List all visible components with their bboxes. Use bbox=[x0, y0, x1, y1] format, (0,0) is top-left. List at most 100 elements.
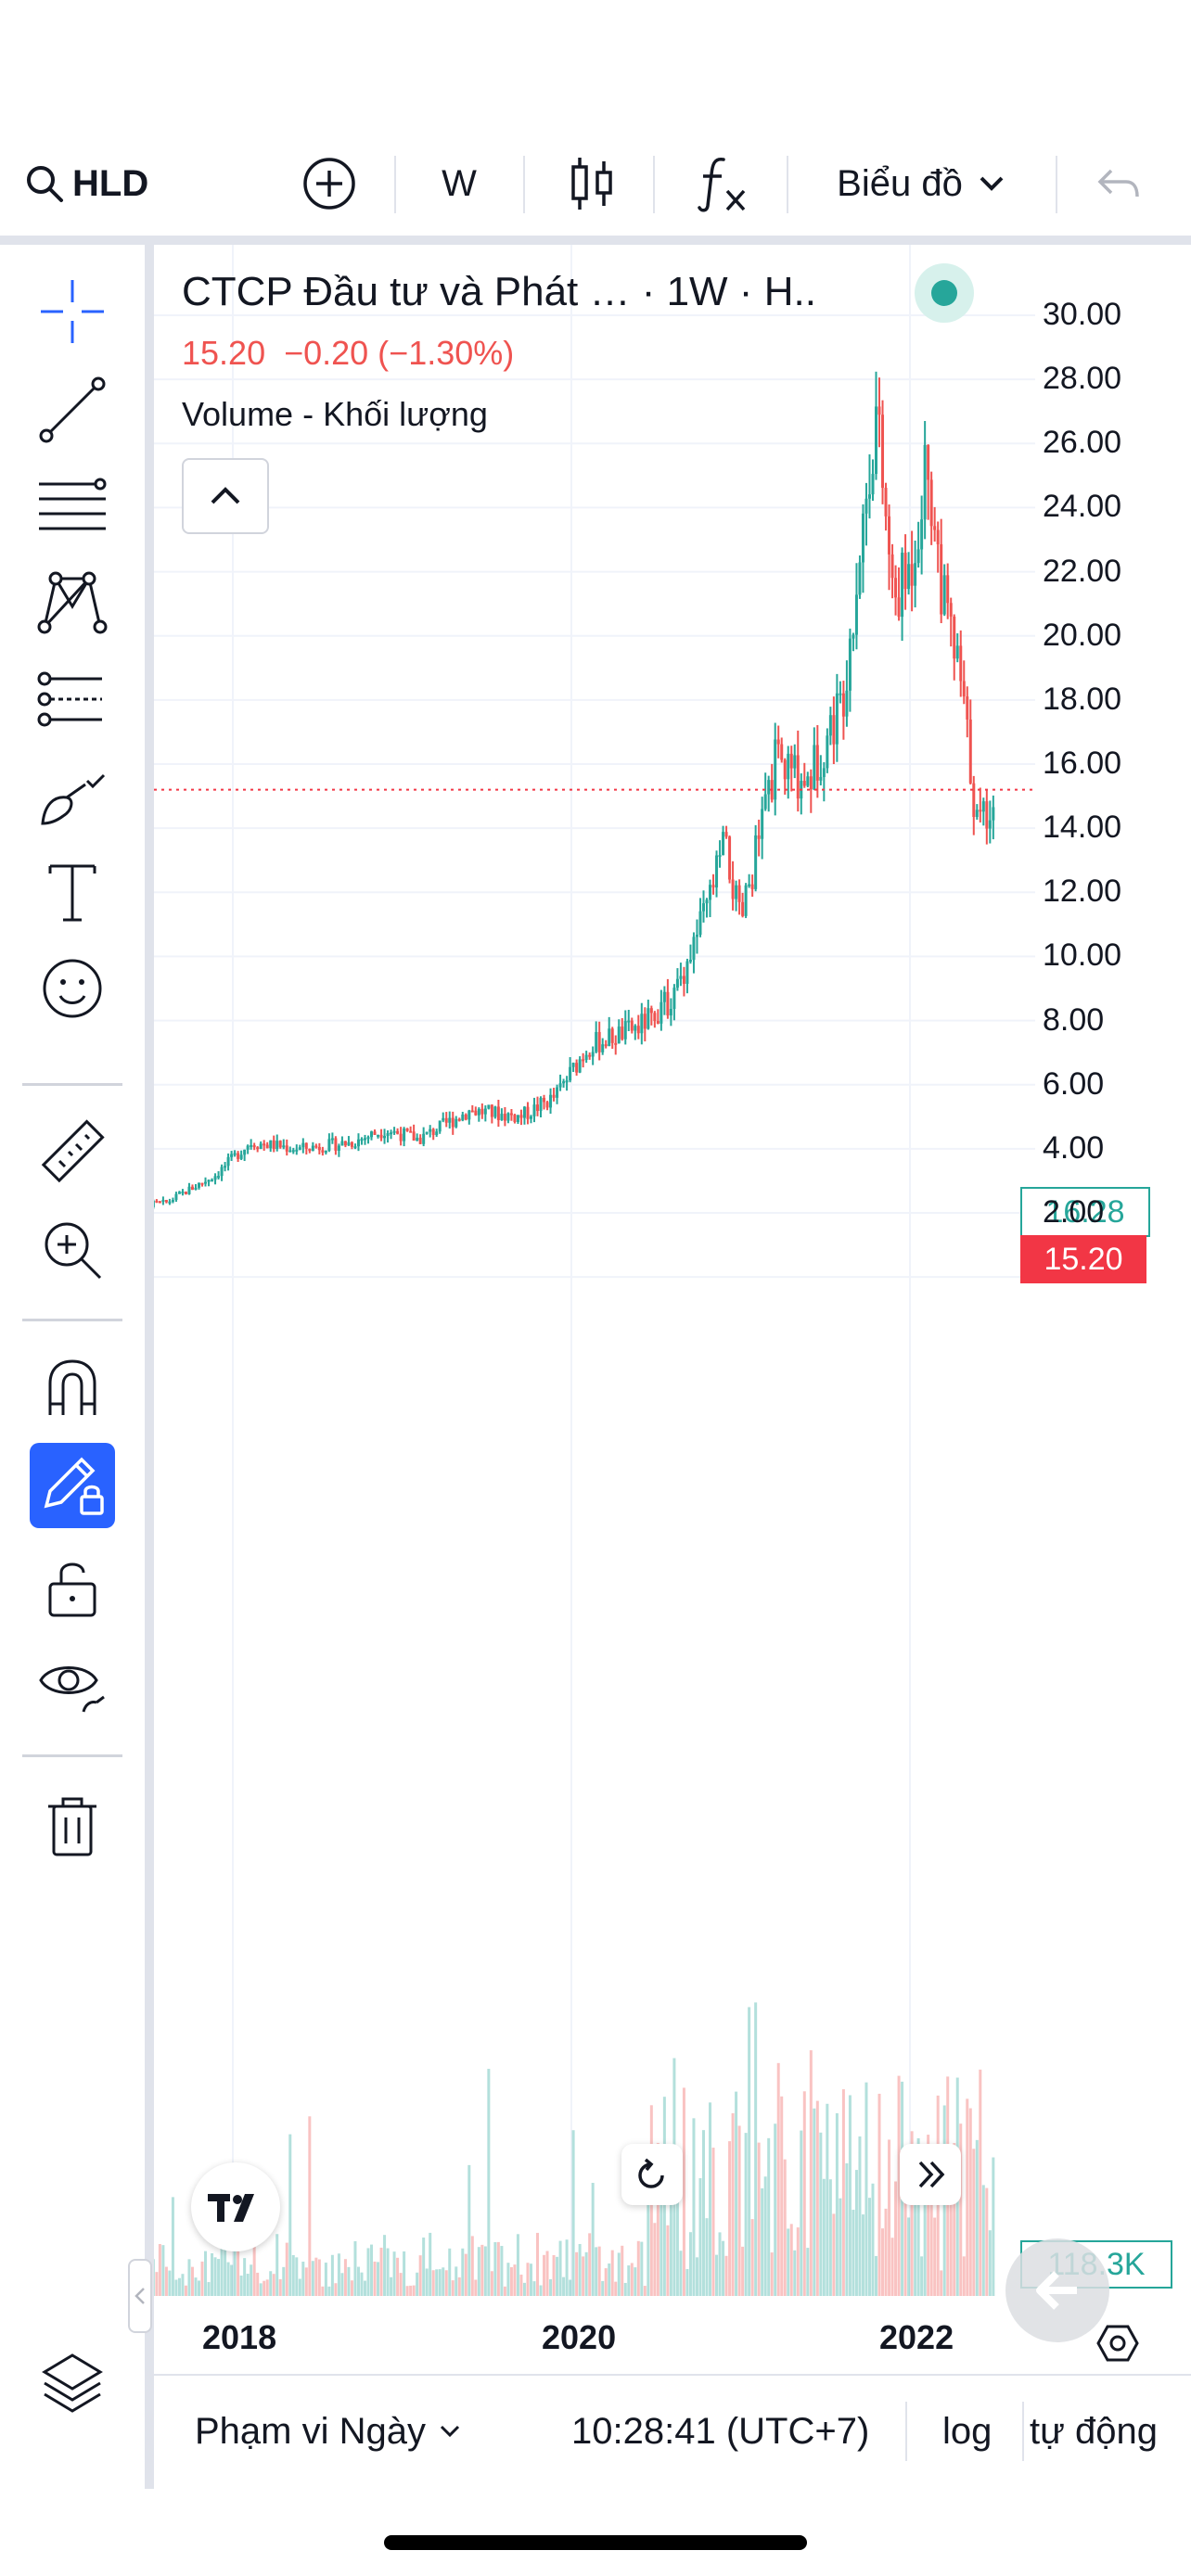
candle-body bbox=[526, 1106, 530, 1119]
zoom-tool[interactable] bbox=[28, 1205, 117, 1294]
legend-volume-label[interactable]: Volume - Khối lượng bbox=[182, 395, 488, 433]
price-tick: 2.00 bbox=[1043, 1194, 1105, 1230]
volume-bar bbox=[483, 2246, 487, 2296]
left-panel-border bbox=[145, 245, 154, 2489]
forecast-tool[interactable] bbox=[28, 655, 117, 744]
price-tick: 16.00 bbox=[1043, 746, 1122, 781]
volume-bar bbox=[363, 2280, 366, 2296]
price-tick: 30.00 bbox=[1043, 297, 1122, 332]
volume-bar bbox=[461, 2248, 465, 2296]
volume-bar bbox=[304, 2267, 308, 2296]
candle-body bbox=[431, 1129, 435, 1135]
remove-drawings-tool[interactable] bbox=[28, 1780, 117, 1869]
candle-body bbox=[897, 597, 901, 618]
candle-body bbox=[324, 1151, 327, 1154]
hide-drawings-tool[interactable] bbox=[28, 1639, 117, 1728]
volume-bar bbox=[621, 2245, 624, 2296]
interval-button[interactable]: W bbox=[442, 162, 477, 204]
volume-bar bbox=[506, 2263, 510, 2296]
market-status-dot[interactable] bbox=[915, 263, 974, 323]
log-scale-toggle[interactable]: log bbox=[942, 2410, 992, 2452]
candle-body bbox=[343, 1141, 347, 1146]
volume-bar bbox=[272, 2274, 275, 2296]
candle-body bbox=[532, 1104, 536, 1116]
volume-bar bbox=[539, 2285, 543, 2296]
back-floating-button[interactable] bbox=[1005, 2238, 1109, 2342]
indicators-button[interactable] bbox=[686, 128, 761, 239]
bottom-divider bbox=[1022, 2402, 1024, 2461]
fib-tool[interactable] bbox=[28, 462, 117, 551]
candle-body bbox=[610, 1028, 614, 1043]
trend-line-tool[interactable] bbox=[28, 365, 117, 454]
lock-drawings-tool[interactable] bbox=[28, 1543, 117, 1632]
candle-body bbox=[675, 978, 679, 988]
price-tick: 20.00 bbox=[1043, 617, 1122, 653]
volume-bar bbox=[477, 2247, 480, 2296]
scroll-left-handle[interactable] bbox=[128, 2259, 152, 2333]
candle-body bbox=[711, 885, 715, 888]
chart-pane[interactable]: CTCP Đầu tư và Phát … · 1W · H.. 15.20 −… bbox=[128, 245, 1191, 2362]
volume-bar bbox=[715, 2254, 719, 2296]
toolbar-divider bbox=[787, 156, 788, 213]
volume-bar bbox=[558, 2240, 562, 2296]
candle-body bbox=[741, 901, 745, 916]
candle-body bbox=[506, 1113, 510, 1121]
pencil-lock-icon bbox=[44, 1457, 104, 1515]
candle-body bbox=[888, 516, 891, 555]
magnet-tool[interactable] bbox=[28, 1343, 117, 1432]
volume-bar bbox=[796, 2227, 800, 2296]
legend-title[interactable]: CTCP Đầu tư và Phát … · 1W · H.. bbox=[182, 269, 816, 314]
chart-style-button[interactable] bbox=[557, 128, 627, 239]
crosshair-tool[interactable] bbox=[28, 267, 117, 356]
volume-bar bbox=[584, 2251, 588, 2296]
scroll-to-realtime-button[interactable] bbox=[900, 2144, 961, 2205]
auto-scale-toggle[interactable]: tự động bbox=[1030, 2410, 1158, 2452]
emoji-tool[interactable] bbox=[28, 944, 117, 1033]
add-symbol-button[interactable] bbox=[297, 128, 362, 239]
candle-body bbox=[226, 1156, 230, 1167]
text-tool[interactable] bbox=[28, 848, 117, 937]
chart-settings-button[interactable] bbox=[1085, 2311, 1150, 2376]
volume-bar bbox=[597, 2246, 601, 2296]
candle-body bbox=[392, 1130, 396, 1133]
pattern-tool[interactable] bbox=[28, 558, 117, 647]
candle-body bbox=[793, 755, 797, 769]
volume-bar bbox=[194, 2277, 198, 2296]
timezone-clock[interactable]: 10:28:41 (UTC+7) bbox=[571, 2410, 870, 2452]
candle-body bbox=[796, 755, 800, 799]
volume-bar bbox=[330, 2254, 334, 2296]
volume-bar bbox=[154, 2259, 155, 2296]
reset-chart-button[interactable] bbox=[621, 2144, 683, 2205]
candle-body bbox=[955, 645, 959, 659]
measure-tool[interactable] bbox=[28, 1107, 117, 1196]
candle-body bbox=[718, 855, 722, 858]
candle-body bbox=[470, 1110, 474, 1113]
tradingview-logo[interactable] bbox=[191, 2162, 280, 2251]
volume-bar bbox=[985, 2187, 989, 2296]
candle-body bbox=[363, 1138, 366, 1141]
date-range-dropdown[interactable]: Phạm vi Ngày bbox=[195, 2376, 461, 2487]
object-tree-tool[interactable] bbox=[28, 2339, 117, 2428]
chart-type-dropdown[interactable]: Biểu đồ bbox=[824, 128, 1018, 239]
chevron-up-icon bbox=[211, 487, 240, 504]
symbol-search-button[interactable]: HLD bbox=[24, 128, 173, 239]
volume-bar bbox=[442, 2267, 445, 2296]
candle-body bbox=[722, 832, 725, 856]
candle-body bbox=[910, 564, 914, 586]
candle-body bbox=[168, 1201, 172, 1204]
stay-in-drawing-mode-tool[interactable] bbox=[30, 1443, 115, 1528]
candle-body bbox=[243, 1149, 247, 1155]
volume-bar bbox=[269, 2271, 273, 2296]
brush-tool[interactable] bbox=[28, 751, 117, 840]
toolbar-divider bbox=[523, 156, 525, 213]
candle-body bbox=[715, 855, 719, 888]
candle-body bbox=[379, 1134, 383, 1139]
volume-bar bbox=[174, 2279, 178, 2296]
reset-icon bbox=[638, 2158, 664, 2188]
collapse-legend-button[interactable] bbox=[182, 458, 269, 534]
undo-button[interactable] bbox=[1091, 128, 1146, 239]
candle-body bbox=[448, 1117, 452, 1123]
volume-bar bbox=[966, 2098, 969, 2296]
volume-bar bbox=[532, 2281, 536, 2296]
candle-body bbox=[966, 696, 969, 720]
